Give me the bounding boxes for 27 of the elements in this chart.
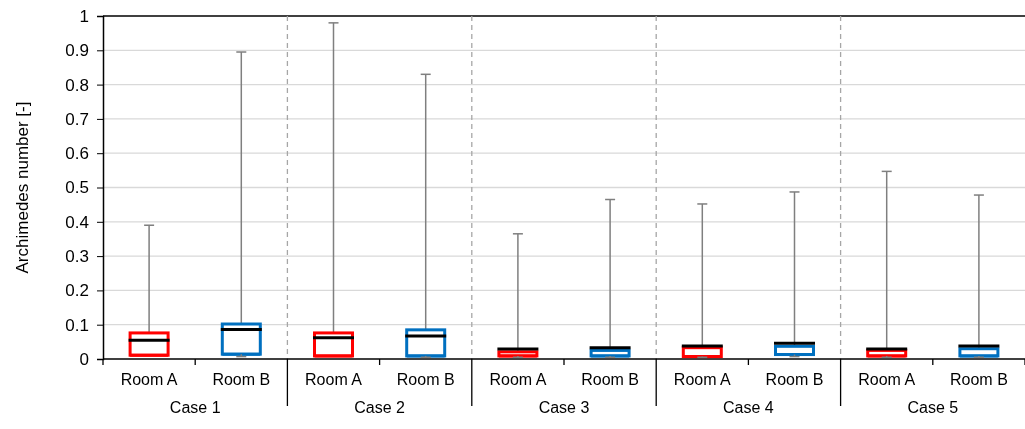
x-tick-label: Case 4 — [723, 399, 774, 417]
x-tick-label: Case 2 — [354, 399, 406, 417]
text: Room B — [212, 371, 271, 389]
y-tick-label: 0 — [79, 349, 89, 369]
text: Room A — [858, 371, 916, 389]
y-tick-label: 1 — [79, 6, 89, 26]
y-tick-label: 0.4 — [65, 212, 89, 232]
y-tick-label: 0.1 — [65, 315, 89, 335]
text: Room B — [950, 371, 1008, 389]
series-label: Room A — [673, 371, 732, 389]
x-tick-label: Case 1 — [169, 399, 221, 417]
y-tick-label: 0.2 — [65, 281, 89, 301]
y-tick-label: 0.8 — [65, 75, 89, 95]
y-axis-title: Archimedes number [-] — [13, 101, 33, 274]
x-tick-label: Case 5 — [907, 399, 959, 417]
text: Room A — [305, 371, 362, 389]
y-tick-label: 0.5 — [65, 178, 89, 198]
y-tick-label: 0.7 — [65, 109, 89, 129]
text: Room A — [489, 371, 547, 389]
text: Room B — [765, 371, 824, 389]
y-tick-label: 0.9 — [65, 41, 89, 61]
x-tick-label: Case 3 — [538, 399, 590, 417]
text: Room B — [581, 371, 639, 389]
text: Room A — [120, 371, 178, 389]
y-tick-label: 0.6 — [65, 144, 89, 164]
y-tick-label: 0.3 — [65, 247, 89, 267]
series-label: Room B — [396, 371, 455, 389]
